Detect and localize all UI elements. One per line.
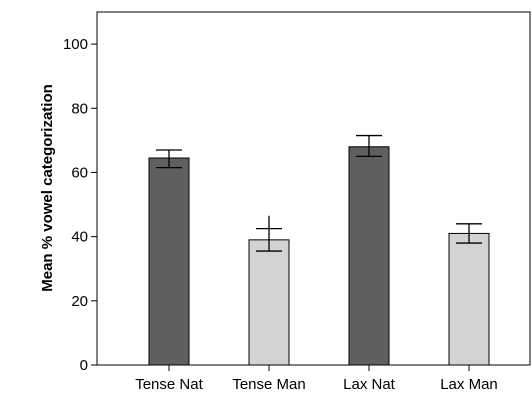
y-tick-label: 100 <box>63 36 88 53</box>
y-tick-label: 0 <box>80 357 88 374</box>
x-tick-label: Tense Nat <box>135 376 203 393</box>
bar-tense-nat <box>148 157 190 366</box>
y-tick-label: 80 <box>71 100 88 117</box>
bar-lax-nat <box>348 146 390 366</box>
bar-lax-man <box>448 232 490 366</box>
bar-tense-man <box>248 239 290 366</box>
y-tick-label: 40 <box>71 229 88 246</box>
x-axis: Tense Nat Tense Man Lax Nat Lax Man <box>135 365 498 393</box>
x-tick-label: Lax Nat <box>343 376 396 393</box>
y-axis: 0 20 40 60 80 100 <box>63 36 97 374</box>
x-tick-label: Tense Man <box>232 376 305 393</box>
y-tick-label: 20 <box>71 293 88 310</box>
y-axis-title: Mean % vowel categorization <box>39 84 56 292</box>
bars-group <box>148 134 490 366</box>
plot-frame <box>96 11 531 366</box>
x-tick-label: Lax Man <box>440 376 498 393</box>
y-tick-label: 60 <box>71 164 88 181</box>
